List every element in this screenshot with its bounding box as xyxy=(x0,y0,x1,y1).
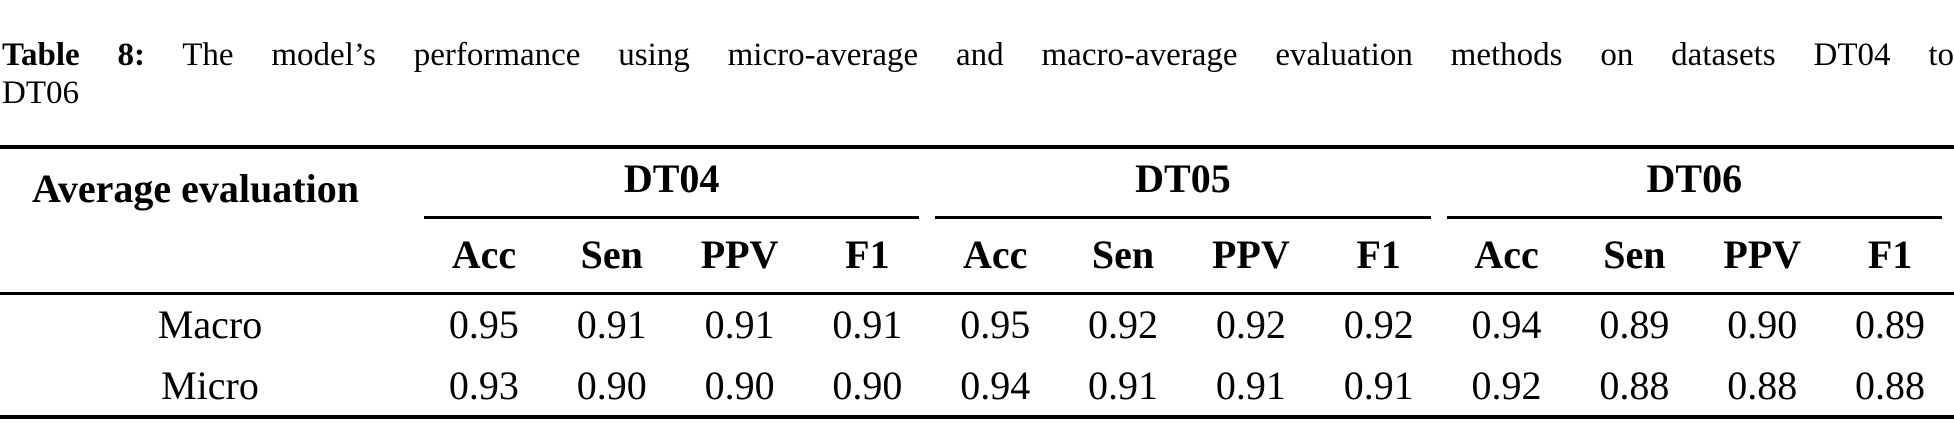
group-header-dt05-label: DT05 xyxy=(935,155,1431,219)
value-cell: 0.89 xyxy=(1599,302,1670,348)
col-header-dt04-sen: Sen xyxy=(547,219,676,295)
group-header-dt04: DT04 xyxy=(420,147,931,219)
value-cell: 0.88 xyxy=(1727,362,1798,408)
table-row-micro: Micro 0.93 0.90 0.90 0.90 0.94 0.91 0.91… xyxy=(0,355,1954,417)
value-cell: 0.92 xyxy=(1471,362,1542,408)
value-cell: 0.91 xyxy=(1215,362,1286,408)
col-header-dt06-ppv: PPV xyxy=(1698,219,1827,295)
value-cell: 0.91 xyxy=(1088,362,1159,408)
value-cell: 0.90 xyxy=(704,362,775,408)
caption-body: The model’s performance using micro-aver… xyxy=(2,37,1954,111)
col-header-dt05-f1: F1 xyxy=(1314,219,1443,295)
results-table: Average evaluation DT04 DT05 DT06 Acc Se… xyxy=(0,145,1954,419)
group-header-dt05: DT05 xyxy=(931,147,1442,219)
value-cell: 0.90 xyxy=(576,362,647,408)
col-header-dt04-acc: Acc xyxy=(420,219,548,295)
table-caption: Table 8: The model’s performance using m… xyxy=(0,33,1954,112)
caption-label: Table 8: xyxy=(2,37,145,73)
value-cell: 0.89 xyxy=(1855,302,1926,348)
row-label-micro: Micro xyxy=(161,362,259,408)
value-cell: 0.95 xyxy=(448,302,519,348)
value-cell: 0.92 xyxy=(1088,302,1159,348)
col-header-dt04-f1: F1 xyxy=(803,219,932,295)
col-header-dt05-acc: Acc xyxy=(931,219,1060,295)
row-label-macro: Macro xyxy=(157,302,263,348)
group-header-dt06: DT06 xyxy=(1443,147,1954,219)
value-cell: 0.88 xyxy=(1855,362,1926,408)
value-cell: 0.91 xyxy=(1343,362,1414,408)
col-header-dt06-acc: Acc xyxy=(1442,219,1571,295)
value-cell: 0.92 xyxy=(1343,302,1414,348)
empty-corner-cell xyxy=(0,219,420,295)
col-header-dt04-ppv: PPV xyxy=(675,219,804,295)
value-cell: 0.91 xyxy=(832,302,903,348)
value-cell: 0.93 xyxy=(448,362,519,408)
group-header-dt06-label: DT06 xyxy=(1446,155,1942,219)
metric-header-row: Acc Sen PPV F1 Acc Sen PPV F1 Acc Sen PP… xyxy=(0,219,1954,295)
group-header-dt04-label: DT04 xyxy=(424,155,920,219)
value-cell: 0.90 xyxy=(1727,302,1798,348)
col-header-dt05-ppv: PPV xyxy=(1186,219,1315,295)
value-cell: 0.90 xyxy=(832,362,903,408)
value-cell: 0.88 xyxy=(1599,362,1670,408)
col-header-dt05-sen: Sen xyxy=(1059,219,1187,295)
value-cell: 0.91 xyxy=(576,302,647,348)
row-header-title: Average evaluation xyxy=(32,166,359,211)
value-cell: 0.95 xyxy=(960,302,1031,348)
col-header-dt06-f1: F1 xyxy=(1826,219,1954,295)
table-row-macro: Macro 0.95 0.91 0.91 0.91 0.95 0.92 0.92… xyxy=(0,293,1954,355)
group-header-row: Average evaluation DT04 DT05 DT06 xyxy=(0,147,1954,219)
value-cell: 0.91 xyxy=(704,302,775,348)
value-cell: 0.94 xyxy=(1471,302,1542,348)
value-cell: 0.94 xyxy=(960,362,1031,408)
value-cell: 0.92 xyxy=(1215,302,1286,348)
col-header-dt06-sen: Sen xyxy=(1570,219,1699,295)
